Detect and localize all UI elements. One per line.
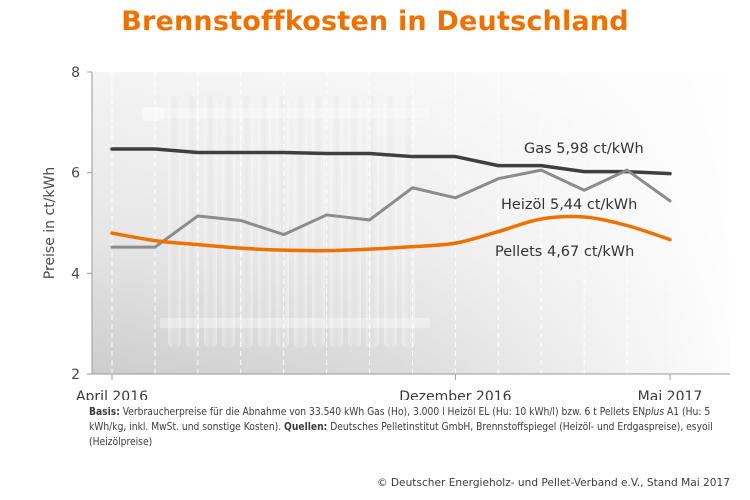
basis-label: Basis: [89,407,120,418]
y-tick-label: 2 [71,367,80,383]
series-line-pellets [110,214,672,253]
x-tick-label: Dezember 2016 [399,389,511,400]
series-labels: Gas 5,98 ct/kWh Heizöl 5,44 ct/kWh Pellets… [495,141,644,260]
series-line-gas [110,147,672,176]
line-chart: 2 4 6 8 April 2016 Dezember 2016 Mai 2017 Preis… [42,65,730,400]
x-tick-label: April 2016 [76,389,148,400]
sources-label: Quellen: [284,422,328,433]
y-axis-title: Preise in ct/kWh [42,167,58,279]
basis-text-2: A1 (Hu: 5 kWh/kg, inkl. MwSt. und sonsti… [89,407,711,433]
y-tick-label: 8 [71,65,80,81]
sources-text: Deutsches Pelletinstitut GmbH, Brennstof… [89,422,713,448]
series-lines [110,147,672,253]
chart-title: Brennstoffkosten in Deutschland [121,6,629,37]
radiator-illustration [92,72,730,374]
series-label-pellets: Pellets 4,67 ct/kWh [495,244,634,260]
footnote: Basis: Verbraucherpreise für die Abnahme… [89,405,729,450]
series-label-gas: Gas 5,98 ct/kWh [524,141,644,157]
basis-text: Verbraucherpreise für die Abnahme von 33… [119,407,646,418]
series-line-heizoel [110,168,672,249]
y-tick-label: 6 [71,166,80,182]
x-tick-label: Mai 2017 [638,389,703,400]
series-label-heizoel: Heizöl 5,44 ct/kWh [501,197,637,213]
copyright-credit: © Deutscher Energieholz- und Pellet-Verb… [376,477,730,489]
axes: 2 4 6 8 April 2016 Dezember 2016 Mai 2017 Preis… [42,65,730,400]
y-tick-label: 4 [71,266,80,282]
basis-plus: plus [645,407,665,418]
